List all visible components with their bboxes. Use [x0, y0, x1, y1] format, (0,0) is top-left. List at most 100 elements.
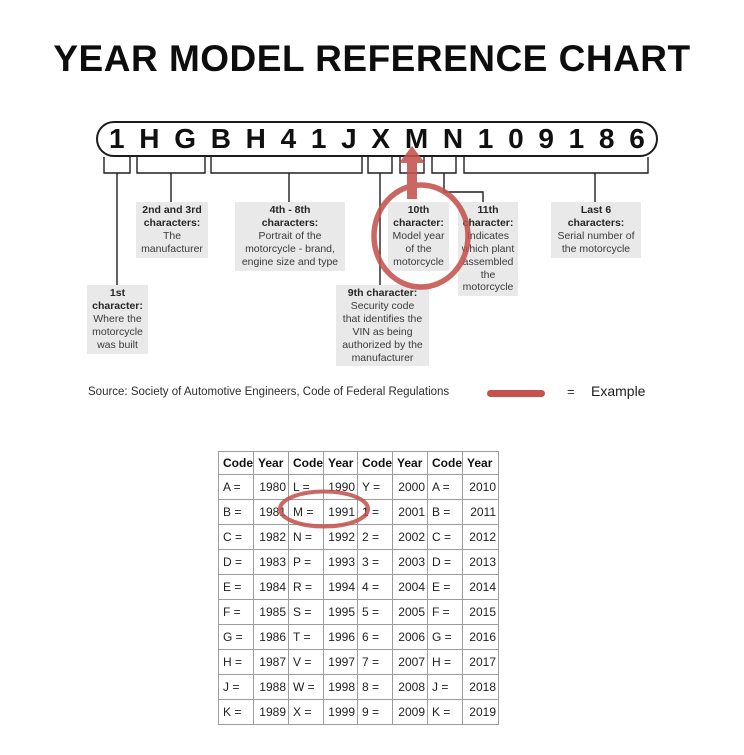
code-cell: E =: [427, 574, 463, 600]
year-cell: 1985: [253, 599, 289, 625]
callout-body: Serial number of the motorcycle: [557, 229, 635, 255]
year-cell: 2018: [462, 674, 499, 700]
callout-body: The manufacturer: [141, 229, 203, 255]
code-cell: A =: [427, 474, 463, 500]
table-row: F = 1985 S = 1995 5 = 2005 F = 2015: [218, 599, 499, 625]
year-cell: 1992: [323, 524, 358, 550]
code-cell: C =: [427, 524, 463, 550]
connector-line-11th: [443, 173, 484, 202]
bracket-10th: [399, 157, 425, 174]
year-cell: 1983: [253, 549, 289, 575]
source-note: Source: Society of Automotive Engineers,…: [88, 386, 450, 398]
code-cell: K =: [427, 699, 463, 725]
table-row: C = 1982 N = 1992 2 = 2002 C = 2012: [218, 524, 499, 550]
code-cell: F =: [218, 599, 254, 625]
code-cell: J =: [218, 674, 254, 700]
table-header-cell: Year: [462, 451, 499, 475]
bracket-4th-8th: [210, 157, 363, 174]
year-cell: 2008: [392, 674, 428, 700]
code-cell: D =: [427, 549, 463, 575]
legend-equals: =: [567, 384, 575, 399]
code-cell: D =: [218, 549, 254, 575]
year-cell: 2019: [462, 699, 499, 725]
vin-char: H: [245, 123, 266, 154]
page-title: YEAR MODEL REFERENCE CHART: [53, 38, 691, 79]
bracket-2nd-3rd: [136, 157, 206, 174]
code-cell: T =: [288, 624, 324, 650]
table-header-cell: Code: [288, 451, 324, 475]
vin-char: X: [371, 123, 391, 154]
vin-char: N: [442, 123, 464, 154]
year-cell: 1998: [323, 674, 358, 700]
year-cell: 2000: [392, 474, 428, 500]
bracket-9th: [367, 157, 393, 174]
code-cell: B =: [218, 499, 254, 525]
bracket-1st: [103, 157, 131, 174]
code-cell: 2 =: [357, 524, 393, 550]
table-row: D = 1983 P = 1993 3 = 2003 D = 2013: [218, 549, 499, 575]
year-cell: 2010: [462, 474, 499, 500]
year-cell: 1988: [253, 674, 289, 700]
table-header-row: Code Year Code Year Code Year Code Year: [218, 451, 499, 475]
code-cell: K =: [218, 699, 254, 725]
vin-char: 1: [477, 123, 494, 154]
callout-heading: Last 6 characters:: [567, 204, 625, 229]
vin-char: 8: [598, 123, 615, 154]
vin-char: M: [404, 123, 429, 154]
bracket-11th: [431, 157, 457, 174]
callout-body: Security code that identifies the VIN as…: [342, 299, 423, 364]
code-cell: P =: [288, 549, 324, 575]
vin-char: 0: [508, 123, 524, 154]
vin-char: 1: [109, 123, 125, 154]
vin-char: 1: [568, 123, 585, 154]
code-cell: J =: [427, 674, 463, 700]
year-code-table: Code Year Code Year Code Year Code Year A = 1980…: [218, 451, 499, 725]
callout-4th-8th-characters: 4th - 8th characters: Portrait of the mo…: [235, 202, 345, 271]
code-cell: B =: [427, 499, 463, 525]
code-cell: 9 =: [357, 699, 393, 725]
year-cell: 2003: [392, 549, 428, 575]
year-cell: 1984: [253, 574, 289, 600]
code-cell: C =: [218, 524, 254, 550]
vin-char: 4: [280, 123, 297, 154]
callout-heading: 10th character:: [393, 204, 444, 229]
code-cell: 5 =: [357, 599, 393, 625]
vin-char: 9: [538, 123, 554, 154]
bracket-last-6: [463, 157, 649, 174]
year-cell: 2017: [462, 649, 499, 675]
callout-heading: 9th character:: [347, 287, 418, 299]
vin-char: J: [341, 123, 357, 154]
callout-body: Indicates which plant assembled the moto…: [461, 229, 515, 294]
table-row: H = 1987 V = 1997 7 = 2007 H = 2017: [218, 649, 499, 675]
year-cell: 2015: [462, 599, 499, 625]
table-header-cell: Year: [392, 451, 428, 475]
callout-10th-character: 10th character: Model year of the motorc…: [388, 202, 449, 271]
callout-body: Where the motorcycle was built: [92, 312, 143, 351]
code-cell: 3 =: [357, 549, 393, 575]
code-cell: A =: [218, 474, 254, 500]
code-cell: F =: [427, 599, 463, 625]
year-cell: 1993: [323, 549, 358, 575]
year-cell: 1995: [323, 599, 358, 625]
callout-heading: 11th character:: [462, 204, 514, 229]
year-cell: 1981: [253, 499, 289, 525]
table-header-cell: Year: [253, 451, 289, 475]
year-cell: 2012: [462, 524, 499, 550]
year-cell: 2001: [392, 499, 428, 525]
year-cell: 1986: [253, 624, 289, 650]
legend-label: Example: [591, 383, 646, 399]
table-row: E = 1984 R = 1994 4 = 2004 E = 2014: [218, 574, 499, 600]
year-cell: 1980: [253, 474, 289, 500]
vin-char: B: [210, 123, 231, 154]
code-cell: H =: [427, 649, 463, 675]
year-cell: 2006: [392, 624, 428, 650]
year-cell: 2013: [462, 549, 499, 575]
code-cell: G =: [218, 624, 254, 650]
year-cell: 2002: [392, 524, 428, 550]
year-cell: 1982: [253, 524, 289, 550]
year-cell: 1994: [323, 574, 358, 600]
callout-heading: 2nd and 3rd characters:: [142, 204, 202, 229]
code-cell: M =: [288, 499, 324, 525]
code-cell: 4 =: [357, 574, 393, 600]
